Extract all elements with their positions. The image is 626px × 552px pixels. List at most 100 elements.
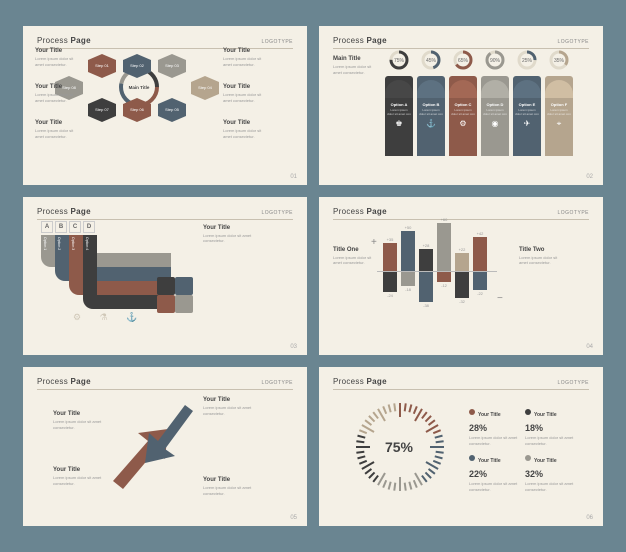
option-card: Option DLorem ipsum dolor sit amet con◉: [481, 76, 509, 156]
hex-label: Step 01: [95, 64, 109, 68]
hex-step: Step 05: [158, 98, 186, 122]
card-icon: ⚓: [426, 119, 436, 128]
svg-text:25%: 25%: [522, 58, 533, 64]
card-option: Option F: [551, 102, 567, 107]
hex-label: Step 05: [165, 108, 179, 112]
header-title: Process Page: [37, 377, 91, 386]
block-sub: Lorem ipsum dolor sit amet consectetur.: [203, 233, 263, 244]
radial-tick: [356, 441, 364, 444]
slide-1: Process Page LOGOTYPE Main Title Step 01…: [23, 26, 307, 185]
hex-step: Step 03: [158, 54, 186, 78]
hex-step: Step 07: [88, 98, 116, 122]
flow-label: Option 3: [71, 237, 75, 250]
hex-label: Step 06: [130, 108, 144, 112]
bar-down-label: -38: [419, 303, 433, 308]
flow-label: Option 4: [85, 237, 89, 250]
card-arch: [417, 80, 445, 98]
legend-title: Your Title: [534, 458, 557, 464]
bar-down: [383, 272, 397, 292]
header-logo: LOGOTYPE: [557, 39, 589, 45]
radial-tick: [357, 456, 365, 460]
radial-tick: [393, 404, 396, 412]
card-sub: Lorem ipsum dolor sit amet con: [483, 109, 507, 116]
page-num: 04: [586, 344, 593, 350]
legend-dot: [525, 455, 531, 461]
hex-label: Step 04: [198, 86, 212, 90]
option-card: Option BLorem ipsum dolor sit amet con⚓: [417, 76, 445, 156]
hex-step: Step 04: [191, 76, 219, 100]
deco-icons: ⚙ ⚗ ⚓: [73, 312, 145, 323]
title-block: Your Title Lorem ipsum dolor sit amet con…: [223, 120, 267, 139]
radial-tick: [413, 480, 418, 488]
title-block: Your TitleLorem ipsum dolor sit amet con…: [223, 84, 267, 103]
block-title: Your Title: [223, 48, 267, 54]
card-arch: [385, 80, 413, 98]
legend-item: Your Title18%Lorem ipsum dolor sit amet …: [525, 403, 577, 446]
legend-pct: 22%: [469, 469, 521, 479]
radial-chart: 75%: [349, 397, 449, 497]
svg-text:Main Title: Main Title: [129, 85, 150, 90]
puzzle-piece: [157, 277, 175, 295]
card-sub: Lorem ipsum dolor sit amet con: [387, 109, 411, 116]
svg-text:90%: 90%: [490, 58, 501, 64]
hex-label: Step 07: [95, 108, 109, 112]
bar-down-label: -32: [455, 299, 469, 304]
donut-chart: 35%: [547, 48, 571, 72]
bar-up-label: +60: [437, 217, 451, 222]
puzzle-piece: [175, 295, 193, 313]
header-logo: LOGOTYPE: [557, 380, 589, 386]
title-block: Your Title Lorem ipsum dolor sit amet con…: [223, 48, 267, 67]
bar-up-label: +42: [473, 231, 487, 236]
radial-tick: [404, 483, 407, 491]
bar-down: [455, 272, 469, 298]
block-title: Your Title: [203, 397, 259, 403]
block-sub: Lorem ipsum dolor sit amet consectetur.: [35, 128, 79, 139]
title-block: Your TitleLorem ipsum dolor sit amet con…: [35, 48, 79, 67]
hex-label: Step 03: [165, 64, 179, 68]
bar-up-label: +22: [455, 247, 469, 252]
svg-text:65%: 65%: [458, 58, 469, 64]
radial-tick: [435, 435, 443, 439]
bar-down: [437, 272, 451, 282]
title-block: Your TitleLorem ipsum dolor sit amet con…: [203, 477, 259, 496]
radial-tick: [433, 460, 441, 465]
radial-tick: [436, 441, 444, 444]
header: Process Page LOGOTYPE: [333, 377, 589, 390]
bar-down: [473, 272, 487, 290]
radial-tick: [359, 430, 367, 435]
bar-up-label: +28: [419, 243, 433, 248]
block-sub: Lorem ipsum dolor sit amet consectetur.: [223, 128, 267, 139]
option-card: Option CLorem ipsum dolor sit amet con⚙: [449, 76, 477, 156]
radial-tick: [421, 475, 427, 483]
sub-two: Lorem ipsum dolor sit amet consectetur.: [519, 255, 561, 266]
legend-item: Your Title32%Lorem ipsum dolor sit amet …: [525, 449, 577, 492]
legend-pct: 28%: [469, 423, 521, 433]
legend-pct: 18%: [525, 423, 577, 433]
legend-title: Your Title: [534, 412, 557, 418]
block-title: Your Title: [223, 120, 267, 126]
radial-tick: [435, 456, 443, 460]
title-block: Your Title Lorem ipsum dolor sit amet co…: [203, 225, 263, 244]
donut-chart: 65%: [451, 48, 475, 72]
option-card: Option ALorem ipsum dolor sit amet con♚: [385, 76, 413, 156]
card-option: Option D: [487, 102, 504, 107]
bar-down-label: -12: [437, 283, 451, 288]
card-icon: ⌖: [557, 119, 562, 129]
header-logo: LOGOTYPE: [261, 380, 293, 386]
page-num: 03: [290, 344, 297, 350]
title1-block: Title One Lorem ipsum dolor sit amet con…: [333, 247, 375, 266]
slide-3: Process Page LOGOTYPE ABCD Option 1Optio…: [23, 197, 307, 356]
card-icon: ♚: [395, 119, 402, 128]
radial-center: 75%: [385, 439, 413, 455]
block-sub: Lorem ipsum dolor sit amet consectetur.: [223, 56, 267, 67]
block-title: Your Title: [53, 411, 109, 417]
header-title: Process Page: [37, 207, 91, 216]
header: Process Page LOGOTYPE: [333, 207, 589, 220]
donut-chart: 75%: [387, 48, 411, 72]
legend-dot: [469, 409, 475, 415]
bar-up: [437, 223, 451, 271]
card-sub: Lorem ipsum dolor sit amet con: [451, 109, 475, 116]
donut-chart: 45%: [419, 48, 443, 72]
legend-dot: [525, 409, 531, 415]
block-sub: Lorem ipsum dolor sit amet consectetur.: [35, 92, 79, 103]
